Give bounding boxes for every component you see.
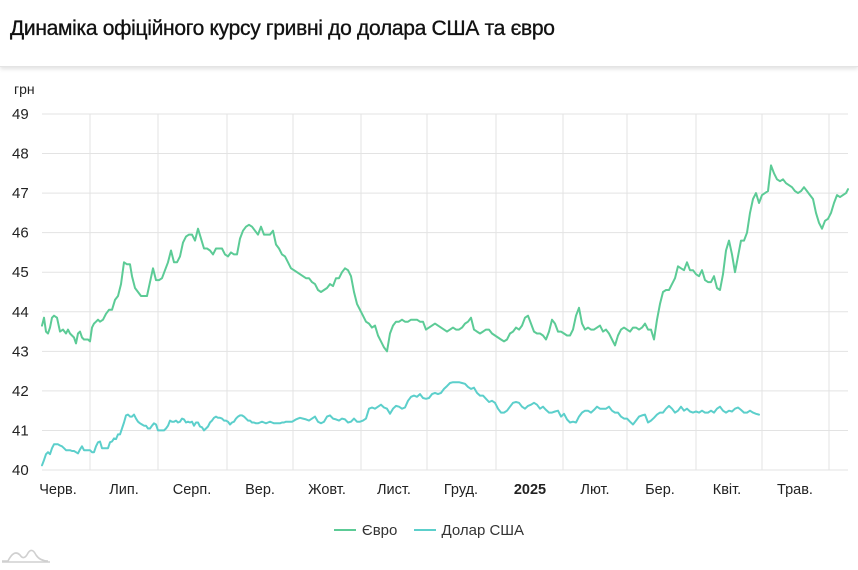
legend-item-euro[interactable]: Євро: [333, 521, 398, 539]
euro-swatch-icon: [333, 529, 356, 531]
y-tick-label: 40: [12, 462, 29, 479]
chart-legend: Євро Долар США: [0, 518, 858, 539]
y-tick-label: 47: [12, 185, 29, 202]
euro-line[interactable]: [41, 164, 849, 353]
x-tick-label: 2025: [514, 482, 546, 498]
y-tick-label: 45: [12, 264, 29, 281]
x-tick-label: Бер.: [645, 482, 675, 498]
y-tick-label: 42: [12, 383, 29, 400]
legend-label-usd: Долар США: [441, 521, 525, 539]
x-tick-label: Лип.: [109, 482, 139, 498]
x-tick-label: Груд.: [444, 482, 478, 498]
x-tick-label: Трав.: [777, 482, 813, 498]
vertical-gridlines: [89, 114, 830, 470]
chart-title: Динаміка офіційного курсу гривні до дола…: [10, 17, 555, 40]
legend-item-usd[interactable]: Долар США: [413, 521, 525, 539]
x-tick-label: Серп.: [173, 482, 211, 498]
y-tick-label: 44: [12, 304, 29, 321]
brand-logo-icon: [2, 545, 52, 570]
x-tick-label: Вер.: [245, 482, 275, 498]
x-tick-label: Жовт.: [308, 482, 346, 498]
usd-line[interactable]: [41, 381, 760, 467]
legend-label-euro: Євро: [361, 521, 398, 539]
chart-header: Динаміка офіційного курсу гривні до дола…: [0, 0, 858, 67]
y-tick-label: 48: [12, 146, 29, 163]
y-tick-label: 41: [12, 422, 29, 439]
x-tick-label: Черв.: [39, 482, 77, 498]
chart-area: грн 40 41 42 43 44 45 46 47 48 49 Черв. Лип. Серп. В…: [0, 68, 858, 566]
y-tick-label: 46: [12, 225, 29, 242]
line-chart: грн 40 41 42 43 44 45 46 47 48 49 Черв. Лип. Серп. В…: [12, 81, 849, 498]
y-axis-tick-labels: 40 41 42 43 44 45 46 47 48 49: [12, 106, 29, 479]
horizontal-gridlines: [42, 113, 848, 471]
x-tick-label: Лист.: [377, 482, 411, 498]
y-tick-label: 49: [12, 106, 29, 123]
y-axis-unit-label: грн: [14, 81, 35, 97]
usd-swatch-icon: [413, 529, 436, 531]
y-tick-label: 43: [12, 343, 29, 360]
x-tick-label: Лют.: [580, 482, 609, 498]
x-tick-label: Квіт.: [713, 482, 741, 498]
x-axis-tick-labels: Черв. Лип. Серп. Вер. Жовт. Лист. Груд. 2025 Лют…: [39, 482, 813, 498]
